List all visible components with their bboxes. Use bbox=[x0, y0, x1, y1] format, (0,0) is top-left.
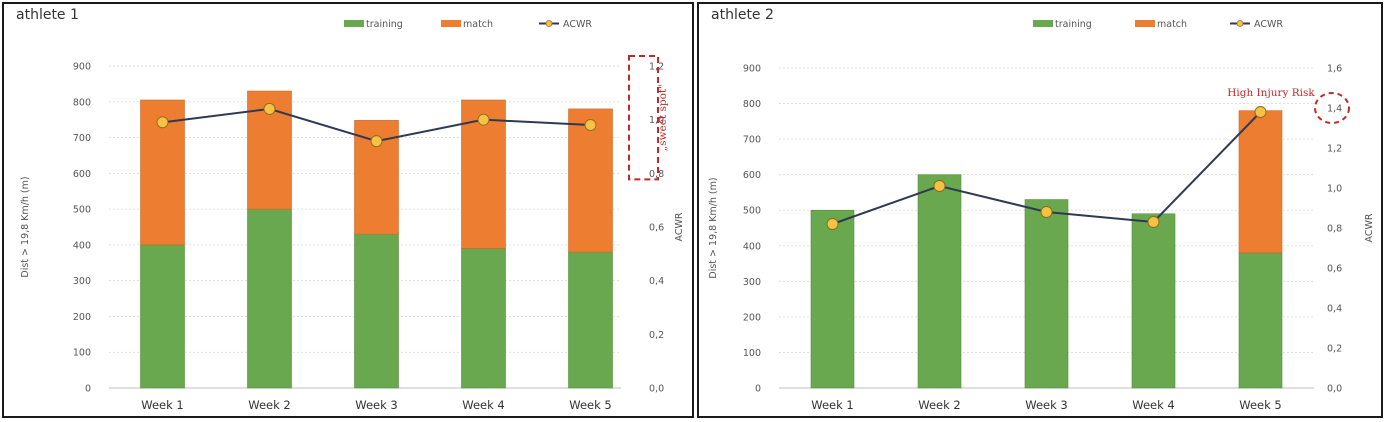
acwr-point bbox=[1040, 206, 1053, 218]
sweet-spot-box bbox=[628, 55, 659, 181]
legend-swatch-acwr-marker bbox=[545, 20, 553, 27]
acwr-point bbox=[1147, 216, 1160, 228]
y-tick-label: 200 bbox=[743, 312, 761, 323]
y-tick-label: 400 bbox=[73, 240, 91, 251]
y2-tick-label: 0,6 bbox=[1327, 264, 1342, 275]
x-tick-label: Week 1 bbox=[141, 398, 183, 412]
y2-tick-label: 0,0 bbox=[1327, 384, 1342, 395]
y-tick-label: 100 bbox=[743, 348, 761, 359]
high-risk-circle bbox=[1314, 92, 1350, 124]
bar-training bbox=[1131, 213, 1176, 389]
x-tick-label: Week 3 bbox=[355, 398, 397, 412]
legend-label: ACWR bbox=[563, 19, 592, 30]
chart-athlete-1: 0 100 200 300 400 500 600 700 800 900 0,0 0,2 0,4 0,6… bbox=[20, 19, 685, 412]
legend-swatch-match bbox=[441, 20, 461, 27]
y-axis-title: Dist > 19,8 Km/h (m) bbox=[708, 177, 719, 278]
y2-tick-label: 1,0 bbox=[649, 115, 664, 126]
bar-match bbox=[568, 108, 613, 253]
y2-tick-label: 0,6 bbox=[649, 223, 664, 234]
y2-tick-label: 0,4 bbox=[649, 276, 664, 287]
acwr-point bbox=[933, 180, 946, 192]
y-tick-label: 500 bbox=[73, 205, 91, 216]
y-tick-label: 100 bbox=[73, 348, 91, 359]
y-tick-label: 600 bbox=[743, 170, 761, 181]
y-tick-label: 0 bbox=[85, 384, 91, 395]
bar-training bbox=[140, 244, 185, 389]
chart-panel-athlete-2: athlete 2 0 100 200 300 400 500 600 700 800 900 0,… bbox=[697, 2, 1383, 418]
y-tick-label: 300 bbox=[73, 276, 91, 287]
y2-tick-label: 1,2 bbox=[649, 62, 664, 73]
x-tick-label: Week 5 bbox=[569, 398, 611, 412]
y-tick-label: 400 bbox=[743, 241, 761, 252]
x-tick-label: Week 4 bbox=[462, 398, 504, 412]
chart-title: athlete 2 bbox=[711, 7, 774, 23]
legend-label: ACWR bbox=[1254, 19, 1283, 30]
y2-tick-label: 0,2 bbox=[649, 330, 664, 341]
legend-label: training bbox=[1055, 19, 1092, 30]
y-tick-label: 900 bbox=[743, 64, 761, 75]
y2-tick-label: 1,0 bbox=[1327, 184, 1342, 195]
y2-tick-label: 1,4 bbox=[1327, 104, 1342, 115]
y2-tick-label: 0,2 bbox=[1327, 344, 1342, 355]
y-tick-label: 700 bbox=[73, 133, 91, 144]
y2-axis-title: ACWR bbox=[674, 212, 685, 241]
chart-athlete-2: 0 100 200 300 400 500 600 700 800 900 0,0 0,2 0,4 0,6… bbox=[708, 19, 1375, 412]
sweet-spot-label: „sweet spot" bbox=[657, 84, 669, 151]
acwr-point bbox=[156, 116, 169, 129]
legend-swatch-training bbox=[1033, 20, 1053, 27]
acwr-point bbox=[1254, 106, 1267, 118]
acwr-point bbox=[370, 135, 383, 148]
bar-training bbox=[354, 233, 399, 389]
bar-training bbox=[568, 251, 613, 389]
legend-swatch-training bbox=[344, 20, 364, 27]
y2-tick-label: 0,8 bbox=[1327, 224, 1342, 235]
x-tick-label: Week 3 bbox=[1025, 398, 1067, 412]
y2-tick-label: 1,2 bbox=[1327, 144, 1342, 155]
y-tick-label: 0 bbox=[755, 384, 761, 395]
chart-title: athlete 1 bbox=[16, 7, 79, 23]
legend-swatch-acwr-marker bbox=[1236, 20, 1244, 27]
x-tick-label: Week 2 bbox=[918, 398, 960, 412]
chart-panel-athlete-1: athlete 1 0 100 200 300 400 500 600 700 800 900 0,… bbox=[2, 2, 694, 418]
y-tick-label: 300 bbox=[743, 277, 761, 288]
legend-label: match bbox=[463, 19, 493, 30]
acwr-point bbox=[477, 113, 490, 126]
y2-tick-label: 0,0 bbox=[649, 384, 664, 395]
x-tick-label: Week 2 bbox=[248, 398, 290, 412]
y2-tick-label: 0,8 bbox=[649, 169, 664, 180]
y-axis-title: Dist > 19,8 Km/h (m) bbox=[20, 176, 31, 277]
x-tick-label: Week 1 bbox=[811, 398, 853, 412]
bar-training bbox=[917, 174, 962, 389]
legend-label: match bbox=[1157, 19, 1187, 30]
y-tick-label: 900 bbox=[73, 62, 91, 73]
bar-training bbox=[461, 248, 506, 389]
bar-training bbox=[1238, 252, 1283, 389]
y-tick-label: 800 bbox=[73, 97, 91, 108]
acwr-point bbox=[263, 102, 276, 115]
y2-tick-label: 1,6 bbox=[1327, 64, 1342, 75]
high-injury-risk-label: High Injury Risk bbox=[1227, 87, 1315, 99]
y-tick-label: 700 bbox=[743, 135, 761, 146]
y2-axis-title: ACWR bbox=[1364, 213, 1375, 242]
y2-tick-label: 0,4 bbox=[1327, 304, 1342, 315]
legend-label: training bbox=[366, 19, 403, 30]
x-tick-label: Week 4 bbox=[1132, 398, 1174, 412]
y-tick-label: 500 bbox=[743, 206, 761, 217]
y-tick-label: 600 bbox=[73, 169, 91, 180]
bar-training bbox=[1024, 199, 1069, 389]
acwr-point bbox=[584, 119, 597, 131]
legend-swatch-match bbox=[1135, 20, 1155, 27]
bar-match bbox=[1238, 110, 1283, 254]
y-tick-label: 800 bbox=[743, 99, 761, 110]
x-tick-label: Week 5 bbox=[1239, 398, 1281, 412]
bar-training bbox=[810, 209, 855, 389]
acwr-point bbox=[826, 218, 839, 230]
y-tick-label: 200 bbox=[73, 312, 91, 323]
bar-training bbox=[247, 208, 292, 389]
